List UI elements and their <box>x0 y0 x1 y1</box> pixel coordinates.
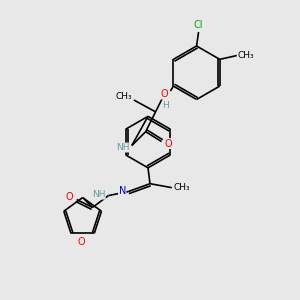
Text: CH₃: CH₃ <box>116 92 132 100</box>
Text: CH₃: CH₃ <box>173 183 190 192</box>
Text: H: H <box>162 101 169 110</box>
Text: Cl: Cl <box>194 20 203 30</box>
Text: NH: NH <box>92 190 105 199</box>
Text: NH: NH <box>116 143 130 152</box>
Text: N: N <box>118 186 126 196</box>
Text: O: O <box>161 89 168 99</box>
Text: O: O <box>78 237 86 247</box>
Text: CH₃: CH₃ <box>237 51 254 60</box>
Text: O: O <box>66 192 74 202</box>
Text: O: O <box>165 139 172 148</box>
